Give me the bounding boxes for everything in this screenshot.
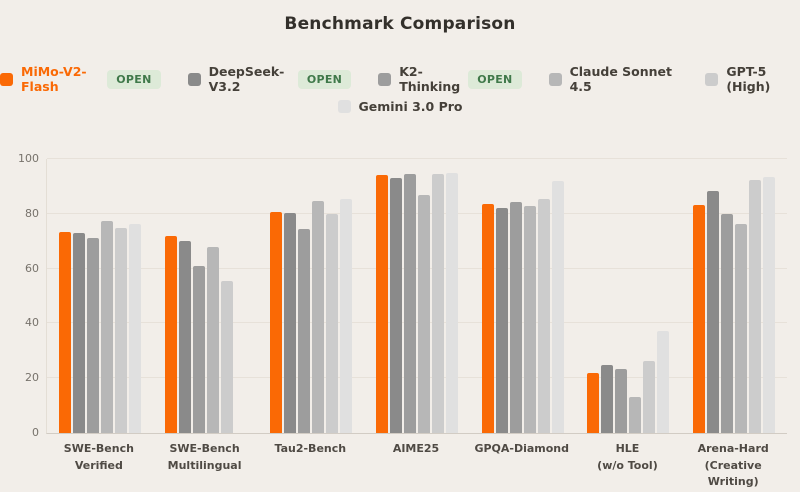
bar-deepseek-v3-2-tau2-bench (284, 213, 297, 433)
bar-claude-sonnet-4-5-tau2-bench (312, 200, 325, 433)
x-label-aime25: AIME25 (392, 442, 440, 455)
bar-deepseek-v3-2-arena-hard-creative-writing (707, 190, 720, 433)
gridline-40 (47, 322, 787, 324)
bar-gpt-5-high-hle-w-o-tool (643, 360, 656, 433)
bar-gpt-5-high-tau2-bench (326, 213, 339, 433)
bar-claude-sonnet-4-5-aime25 (418, 194, 431, 433)
y-tick-label-80: 80 (25, 206, 39, 220)
legend-swatch-icon (0, 72, 13, 86)
bar-k2-thinking-aime25 (404, 174, 417, 433)
bar-deepseek-v3-2-swe-bench-verified (72, 232, 85, 433)
bar-deepseek-v3-2-aime25 (390, 177, 403, 433)
bar-gpt-5-high-arena-hard-creative-writing (749, 180, 762, 433)
x-label-tau2-bench: Tau2-Bench (274, 442, 347, 455)
plot-area: 0 20 40 60 80 100 (18, 152, 787, 439)
bar-group-swe-bench-multilingual (153, 159, 259, 433)
legend-item-k2-thinking[interactable]: K2-Thinking OPEN (378, 64, 522, 94)
bar-gpt-5-high-aime25 (432, 173, 445, 433)
bar-gemini-3-0-pro-swe-bench-verified (128, 224, 141, 433)
y-tick-label-100: 100 (18, 152, 39, 165)
x-label-gpqa-diamond: GPQA-Diamond (474, 442, 570, 455)
bar-gemini-3-0-pro-tau2-bench (340, 199, 353, 433)
open-badge: OPEN (468, 69, 522, 89)
legend-item-mimo-v2-flash[interactable]: MiMo-V2-Flash OPEN (0, 64, 161, 94)
legend-item-deepseek-v3-2[interactable]: DeepSeek-V3.2 OPEN (187, 64, 352, 94)
legend-swatch-icon (187, 72, 201, 86)
bar-mimo-v2-flash-hle-w-o-tool (587, 373, 600, 433)
y-tick-label-0: 0 (32, 426, 39, 439)
bar-claude-sonnet-4-5-hle-w-o-tool (629, 397, 642, 433)
legend-label: K2-Thinking (399, 64, 461, 94)
legend-row-2: Gemini 3.0 Pro (0, 99, 800, 114)
legend-label: Gemini 3.0 Pro (358, 99, 463, 114)
legend-label: DeepSeek-V3.2 (208, 64, 285, 94)
bar-deepseek-v3-2-swe-bench-multilingual (178, 240, 191, 433)
bar-deepseek-v3-2-gpqa-diamond (495, 208, 508, 433)
bar-group-hle-w-o-tool (576, 159, 682, 433)
bar-k2-thinking-hle-w-o-tool (615, 368, 628, 433)
y-tick-label-20: 20 (25, 371, 39, 385)
legend-label: Claude Sonnet 4.5 (569, 64, 672, 94)
open-badge: OPEN (297, 69, 352, 89)
x-label-arena-hard-creative-writing: Arena-Hard (Creative Writing) (697, 442, 769, 488)
bar-k2-thinking-gpqa-diamond (509, 202, 522, 433)
bar-claude-sonnet-4-5-swe-bench-verified (100, 221, 113, 433)
bar-mimo-v2-flash-gpqa-diamond (481, 204, 494, 433)
chart-title: Benchmark Comparison (284, 14, 516, 34)
bar-group-swe-bench-verified (47, 159, 153, 433)
legend-row-1: MiMo-V2-Flash OPEN DeepSeek-V3.2 OPEN K2-Thi… (0, 64, 800, 94)
legend-item-claude-sonnet-4-5[interactable]: Claude Sonnet 4.5 (548, 64, 679, 94)
bar-gpt-5-high-swe-bench-verified (114, 227, 127, 433)
bar-group-gpqa-diamond (470, 159, 576, 433)
bar-group-arena-hard-creative-writing (681, 159, 787, 433)
bar-claude-sonnet-4-5-arena-hard-creative-writing (735, 223, 748, 433)
bar-gemini-3-0-pro-arena-hard-creative-writing (763, 177, 776, 433)
bar-k2-thinking-swe-bench-multilingual (192, 265, 205, 433)
legend-swatch-icon (705, 72, 719, 86)
legend-swatch-icon (378, 72, 392, 86)
bar-claude-sonnet-4-5-gpqa-diamond (523, 205, 536, 433)
legend-label: GPT-5 (High) (726, 64, 771, 94)
open-badge: OPEN (107, 69, 161, 89)
bar-gemini-3-0-pro-aime25 (446, 172, 459, 433)
bar-deepseek-v3-2-hle-w-o-tool (601, 365, 614, 433)
gridline-100 (47, 158, 787, 159)
bar-gpt-5-high-gpqa-diamond (537, 199, 550, 433)
bar-gpt-5-high-swe-bench-multilingual (220, 281, 233, 433)
bar-gemini-3-0-pro-hle-w-o-tool (657, 330, 670, 433)
bar-mimo-v2-flash-swe-bench-multilingual (164, 235, 177, 433)
legend-swatch-icon (548, 72, 562, 86)
x-label-swe-bench-multilingual: SWE-Bench Multilingual (167, 442, 242, 472)
gridline-60 (47, 267, 787, 269)
x-label-hle-w-o-tool: HLE (w/o Tool) (597, 442, 658, 472)
x-axis-labels: SWE-Bench Verified SWE-Bench Multilingual Ta… (46, 441, 786, 491)
bar-group-tau2-bench (258, 159, 364, 433)
gridline-20 (47, 377, 787, 379)
legend-label: MiMo-V2-Flash (21, 64, 87, 94)
bar-mimo-v2-flash-arena-hard-creative-writing (693, 205, 706, 433)
bar-k2-thinking-tau2-bench (298, 229, 311, 433)
y-tick-label-60: 60 (25, 261, 39, 275)
legend-swatch-icon (337, 100, 351, 113)
bar-mimo-v2-flash-swe-bench-verified (58, 231, 71, 433)
y-tick-label-40: 40 (25, 316, 39, 330)
bar-mimo-v2-flash-tau2-bench (270, 212, 283, 433)
legend-item-gemini-3-0-pro[interactable]: Gemini 3.0 Pro (337, 99, 463, 114)
bar-gemini-3-0-pro-gpqa-diamond (551, 181, 564, 433)
legend-item-gpt-5-high[interactable]: GPT-5 (High) (705, 64, 800, 94)
gridline-80 (47, 212, 787, 214)
bar-k2-thinking-swe-bench-verified (86, 237, 99, 433)
bar-claude-sonnet-4-5-swe-bench-multilingual (206, 246, 219, 433)
bar-mimo-v2-flash-aime25 (376, 175, 389, 433)
bar-group-aime25 (364, 159, 470, 433)
bar-k2-thinking-arena-hard-creative-writing (721, 213, 734, 433)
x-label-swe-bench-verified: SWE-Bench Verified (63, 442, 134, 472)
